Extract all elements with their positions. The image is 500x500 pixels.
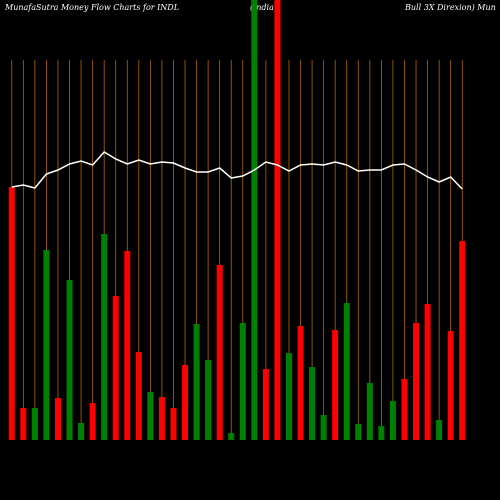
title-part: Bull 3X Direxion) Mun <box>404 3 496 12</box>
bar <box>274 0 281 440</box>
bar <box>320 415 327 440</box>
bar <box>43 250 50 440</box>
bar <box>251 0 258 440</box>
bar <box>297 326 304 440</box>
bar <box>182 365 189 440</box>
bar <box>54 398 61 440</box>
bar <box>401 379 408 440</box>
bar <box>378 426 385 440</box>
bar <box>285 353 292 440</box>
bar <box>436 420 443 440</box>
bar <box>31 408 38 440</box>
bar <box>389 401 396 440</box>
bar <box>366 383 373 440</box>
bar <box>239 323 246 440</box>
bar <box>147 392 154 440</box>
bar <box>158 397 165 440</box>
bar <box>8 187 15 440</box>
bar <box>205 360 212 440</box>
bar <box>424 304 431 440</box>
bar <box>332 330 339 440</box>
bar <box>66 280 73 440</box>
bar <box>228 433 235 440</box>
bar <box>20 408 27 440</box>
bar <box>447 331 454 440</box>
bar <box>124 251 131 440</box>
title-part: (India <box>250 3 274 12</box>
money-flow-line <box>11 151 463 190</box>
bar <box>413 323 420 440</box>
bar <box>135 352 142 440</box>
bar <box>193 324 200 440</box>
title-part: MunafaSutra Money Flow Charts for INDL <box>4 3 179 12</box>
bar <box>216 265 223 440</box>
bar <box>343 303 350 440</box>
bar <box>355 424 362 440</box>
bar <box>101 234 108 440</box>
bar <box>170 408 177 440</box>
bar <box>459 241 466 440</box>
bar <box>309 367 316 440</box>
bar <box>78 423 85 440</box>
bar <box>89 403 96 440</box>
bar <box>112 296 119 440</box>
bar <box>262 369 269 440</box>
